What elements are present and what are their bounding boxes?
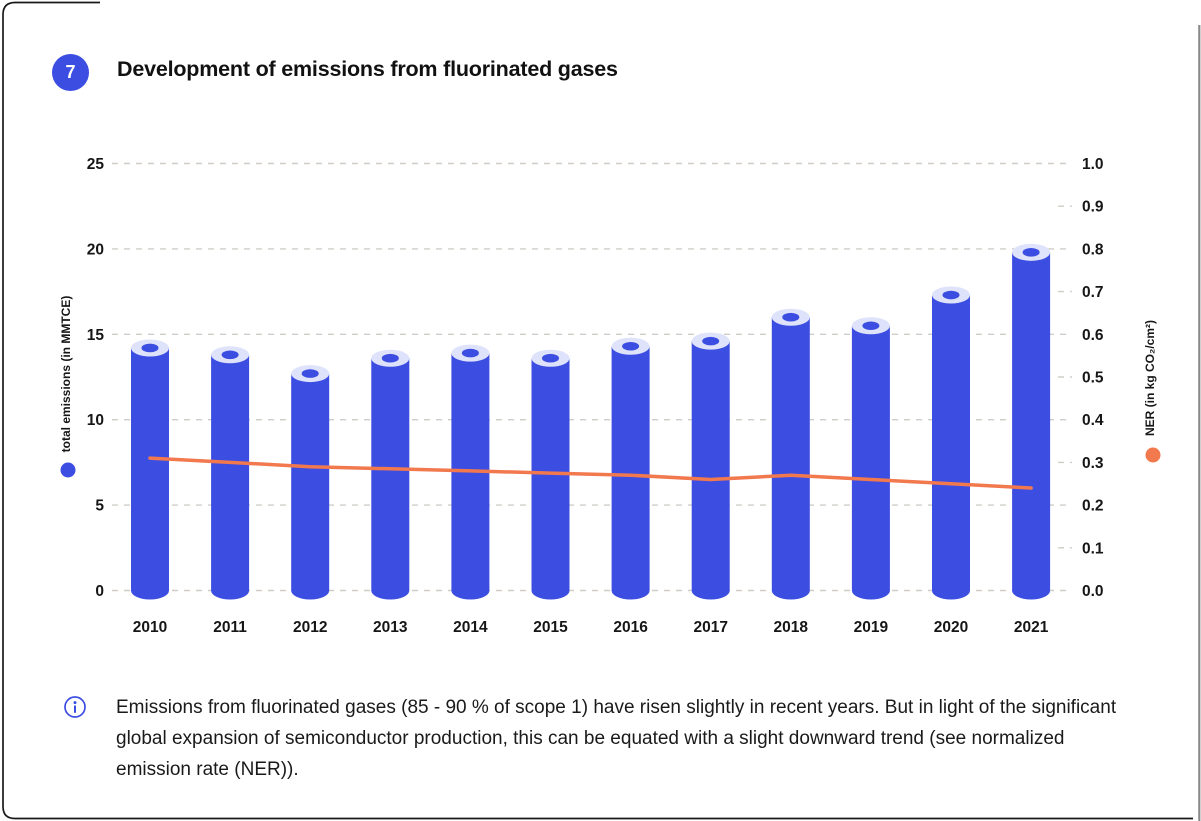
- left-tick-5: 5: [95, 498, 104, 515]
- right-tick-0.8: 0.8: [1082, 241, 1104, 258]
- bar-bottom-cap-2019: [851, 581, 890, 600]
- right-tick-0.6: 0.6: [1082, 327, 1104, 344]
- right-tick-0.2: 0.2: [1082, 498, 1104, 515]
- left-tick-20: 20: [87, 241, 104, 258]
- bar-body-2012: [291, 373, 330, 591]
- year-label-2017: 2017: [693, 619, 727, 636]
- bar-top-hole-2016: [622, 341, 640, 351]
- bar-bottom-cap-2020: [932, 581, 970, 600]
- bar-top-hole-2010: [141, 343, 159, 353]
- year-label-2013: 2013: [373, 619, 408, 636]
- year-label-2016: 2016: [613, 619, 648, 636]
- year-label-2010: 2010: [133, 619, 167, 636]
- bar-body-2018: [771, 317, 810, 591]
- right-tick-0.9: 0.9: [1082, 199, 1104, 216]
- left-tick-15: 15: [87, 327, 105, 344]
- info-icon: [64, 696, 86, 718]
- bar-bottom-cap-2017: [691, 581, 730, 600]
- right-tick-0.7: 0.7: [1082, 284, 1104, 301]
- bar-bottom-cap-2013: [371, 581, 410, 600]
- bar-bottom-cap-2011: [211, 581, 250, 600]
- bar-top-hole-2014: [461, 348, 479, 358]
- right-tick-0.0: 0.0: [1082, 583, 1104, 600]
- ner-line: [148, 456, 1033, 490]
- left-axis-legend-dot: [60, 462, 76, 478]
- bar-top-hole-2021: [1022, 248, 1040, 257]
- bar-bottom-cap-2010: [131, 581, 169, 600]
- left-tick-0: 0: [95, 583, 104, 600]
- bar-top-hole-2020: [942, 290, 960, 300]
- bar-body-2020: [932, 295, 970, 591]
- right-tick-1.0: 1.0: [1082, 156, 1104, 173]
- bar-top-hole-2018: [782, 312, 800, 322]
- note-text: Emissions from fluorinated gases (85 - 9…: [116, 697, 1117, 780]
- bar-bottom-cap-2016: [611, 581, 650, 600]
- year-label-2020: 2020: [934, 619, 968, 636]
- left-tick-25: 25: [87, 156, 105, 173]
- bar-body-2021: [1012, 252, 1051, 591]
- bar-top-hole-2019: [862, 321, 880, 331]
- bar-body-2010: [131, 347, 169, 591]
- right-tick-0.1: 0.1: [1082, 540, 1104, 557]
- bar-bottom-cap-2015: [531, 581, 570, 600]
- bar-body-2017: [691, 341, 730, 591]
- bar-top-hole-2013: [381, 353, 399, 363]
- bar-top-hole-2011: [221, 350, 239, 360]
- bar-bottom-cap-2018: [771, 581, 810, 600]
- figure-number: 7: [65, 62, 76, 82]
- year-label-2018: 2018: [774, 619, 809, 636]
- bar-top-hole-2017: [702, 336, 720, 346]
- right-tick-0.4: 0.4: [1082, 412, 1104, 429]
- right-axis-legend-dot: [1145, 447, 1161, 463]
- right-tick-0.3: 0.3: [1082, 455, 1104, 472]
- year-label-2015: 2015: [533, 619, 568, 636]
- bar-body-2013: [371, 358, 410, 591]
- bar-top-hole-2012: [301, 369, 319, 378]
- bar-bottom-cap-2014: [451, 581, 490, 600]
- figure-note: Emissions from fluorinated gases (85 - 9…: [63, 692, 1138, 785]
- left-tick-10: 10: [87, 412, 104, 429]
- figure-number-badge: 7: [52, 54, 89, 91]
- year-label-2019: 2019: [854, 619, 889, 636]
- year-label-2012: 2012: [293, 619, 327, 636]
- chart-title: Development of emissions from fluorinate…: [117, 57, 618, 81]
- left-axis-title: total emissions (in MMTCE): [59, 296, 73, 453]
- right-axis-title: NER (in kg CO₂/cm²): [1143, 320, 1157, 436]
- bar-body-2011: [211, 354, 250, 591]
- bar-body-2016: [611, 346, 650, 591]
- year-label-2011: 2011: [213, 619, 247, 636]
- year-label-2021: 2021: [1014, 619, 1049, 636]
- bar-top-hole-2015: [542, 353, 559, 363]
- bar-body-2019: [851, 325, 890, 591]
- bar-bottom-cap-2012: [291, 581, 330, 600]
- right-tick-0.5: 0.5: [1082, 370, 1104, 387]
- year-label-2014: 2014: [453, 619, 488, 636]
- bar-bottom-cap-2021: [1012, 581, 1051, 600]
